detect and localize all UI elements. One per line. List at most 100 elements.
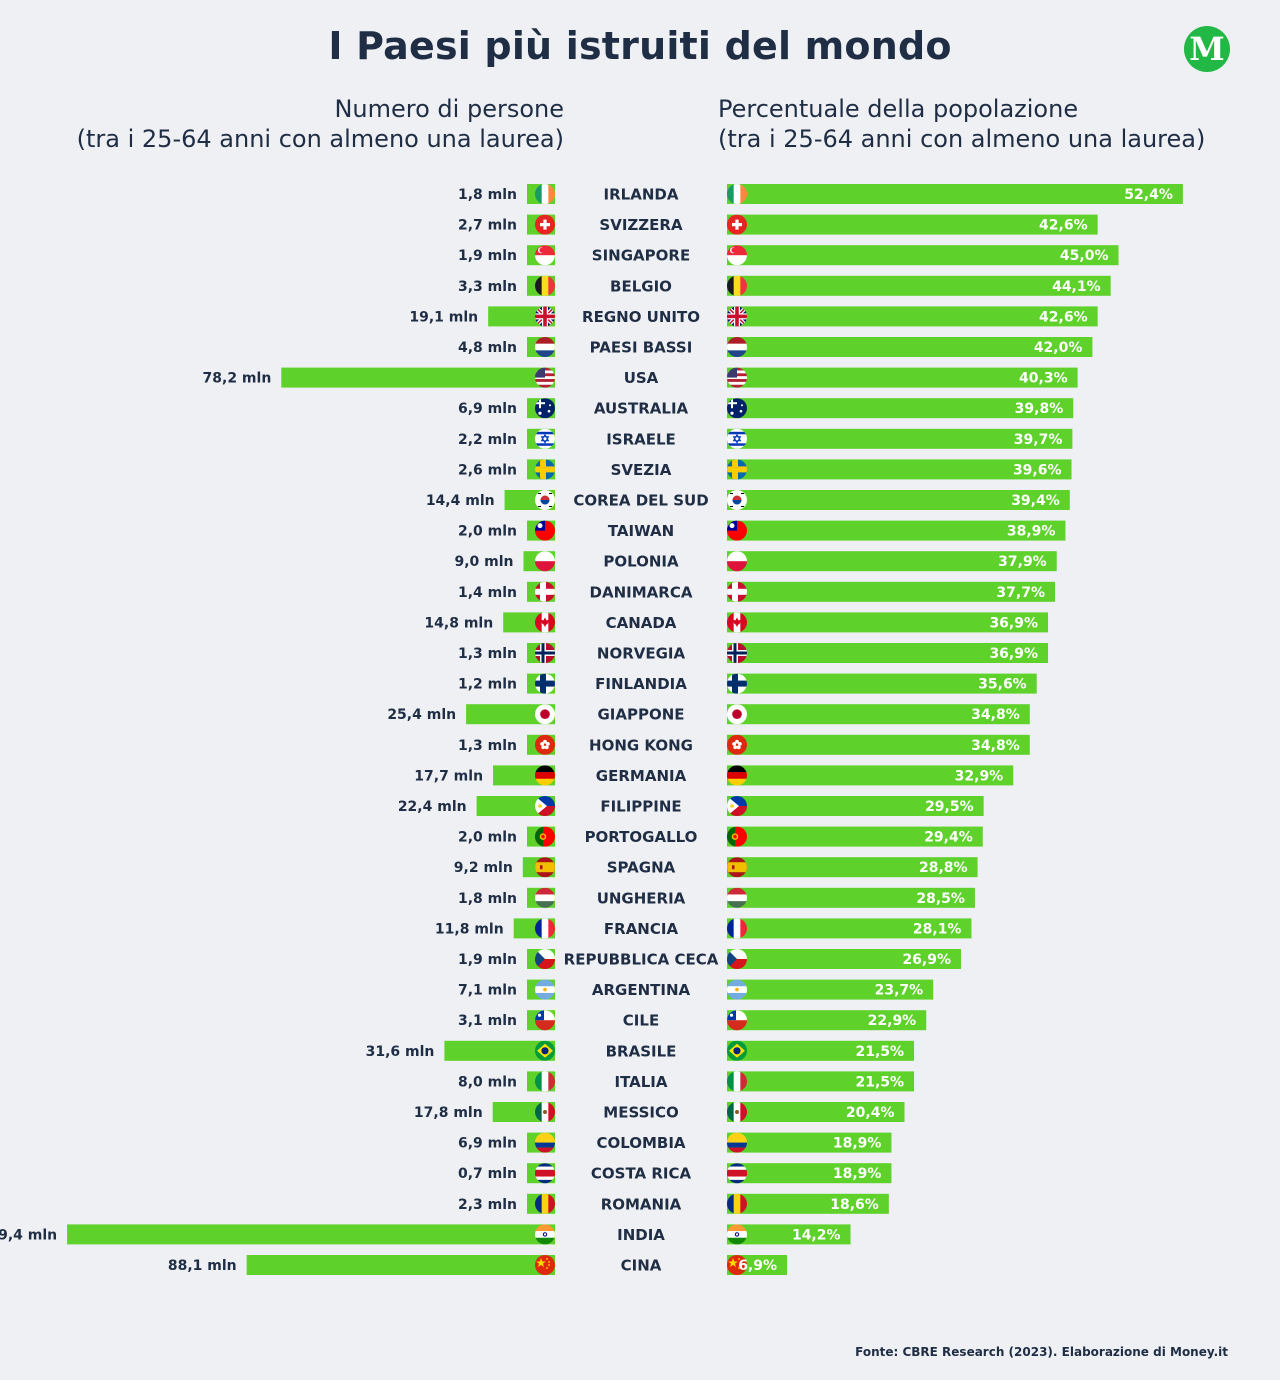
chart-row: 1,8 mln IRLANDA 52,4%	[458, 184, 1183, 204]
left-value-label: 14,4 mln	[426, 493, 495, 509]
ireland-flag-icon	[727, 184, 747, 204]
country-label: ARGENTINA	[592, 981, 691, 999]
philippines-flag-icon	[727, 796, 747, 816]
left-value-label: 3,3 mln	[458, 279, 517, 295]
left-value-label: 22,4 mln	[398, 799, 467, 815]
country-label: TAIWAN	[608, 522, 674, 540]
chart-row: 1,8 mln UNGHERIA 28,5%	[458, 887, 975, 908]
left-value-label: 3,1 mln	[458, 1013, 517, 1029]
right-bar	[727, 551, 1057, 572]
right-bar	[727, 306, 1098, 327]
chart-row: 2,2 mln ISRAELE 39,7%	[458, 428, 1073, 449]
france-flag-icon	[535, 918, 555, 939]
chart-row: 6,9 mln AUSTRALIA 39,8%	[458, 398, 1074, 419]
brazil-flag-icon	[727, 1040, 747, 1061]
right-value-label: 35,6%	[978, 677, 1027, 693]
left-value-label: 2,0 mln	[458, 830, 517, 846]
uk-flag-icon	[727, 306, 747, 327]
chart-row: 1,4 mln DANIMARCA 37,7%	[458, 581, 1055, 602]
china-flag-icon	[535, 1255, 555, 1275]
romania-flag-icon	[535, 1193, 555, 1214]
mexico-flag-icon	[535, 1102, 555, 1122]
czech-republic-flag-icon	[535, 949, 555, 969]
left-value-label: 1,9 mln	[458, 952, 517, 968]
left-bar	[466, 704, 555, 725]
left-subtitle-line-1: Numero di persone	[334, 95, 564, 123]
right-bar	[727, 520, 1066, 541]
country-label: DANIMARCA	[590, 583, 693, 601]
right-value-label: 38,9%	[1007, 524, 1056, 540]
spain-flag-icon	[727, 857, 747, 878]
spain-flag-icon	[535, 857, 555, 878]
country-label: USA	[624, 369, 659, 387]
right-value-label: 14,2%	[792, 1227, 841, 1243]
right-value-label: 28,1%	[913, 921, 962, 937]
right-bar	[727, 796, 984, 816]
left-value-label: 2,3 mln	[458, 1197, 517, 1213]
israel-flag-icon	[727, 428, 747, 449]
switzerland-flag-icon	[535, 214, 555, 235]
south-korea-flag-icon	[727, 490, 747, 510]
right-value-label: 42,6%	[1039, 218, 1088, 234]
chart-row: 19,1 mln REGNO UNITO 42,6%	[409, 306, 1098, 327]
china-flag-icon	[727, 1255, 747, 1275]
country-label: AUSTRALIA	[594, 400, 689, 418]
country-label: HONG KONG	[589, 736, 693, 754]
right-value-label: 29,4%	[924, 830, 973, 846]
right-value-label: 42,0%	[1034, 340, 1083, 356]
left-value-label: 31,6 mln	[366, 1044, 435, 1060]
right-value-label: 18,9%	[833, 1166, 882, 1182]
denmark-flag-icon	[535, 581, 555, 602]
chart-row: 1,2 mln FINLANDIA 35,6%	[458, 673, 1037, 694]
right-bar	[727, 826, 983, 847]
chart-row: 139,4 mln INDIA 14,2%	[0, 1224, 851, 1245]
canada-flag-icon	[535, 612, 555, 633]
chart-row: 0,7 mln COSTA RICA 18,9%	[458, 1163, 892, 1184]
india-flag-icon	[727, 1224, 747, 1245]
country-label: REGNO UNITO	[582, 308, 700, 326]
portugal-flag-icon	[727, 826, 747, 847]
uk-flag-icon	[535, 306, 555, 327]
norway-flag-icon	[727, 643, 747, 663]
country-label: SPAGNA	[607, 859, 676, 877]
left-value-label: 11,8 mln	[435, 921, 504, 937]
south-korea-flag-icon	[535, 490, 555, 510]
right-bar	[727, 337, 1093, 357]
left-subtitle-line-2: (tra i 25-64 anni con almeno una laurea)	[76, 125, 564, 153]
country-label: NORVEGIA	[597, 645, 686, 663]
italy-flag-icon	[535, 1071, 555, 1092]
right-bar	[727, 275, 1111, 296]
left-value-label: 17,8 mln	[414, 1105, 483, 1121]
right-bar	[727, 184, 1183, 204]
argentina-flag-icon	[727, 979, 747, 1000]
france-flag-icon	[727, 918, 747, 939]
right-bar	[727, 459, 1072, 480]
left-value-label: 1,8 mln	[458, 187, 517, 203]
chart-row: 1,9 mln REPUBBLICA CECA 26,9%	[458, 949, 962, 969]
sweden-flag-icon	[535, 459, 555, 480]
left-value-label: 1,8 mln	[458, 891, 517, 907]
page-title: I Paesi più istruiti del mondo	[328, 24, 952, 68]
left-value-label: 6,9 mln	[458, 401, 517, 417]
switzerland-flag-icon	[727, 214, 747, 235]
denmark-flag-icon	[727, 581, 747, 602]
chile-flag-icon	[535, 1010, 555, 1031]
country-label: ITALIA	[614, 1073, 667, 1091]
country-label: FRANCIA	[604, 920, 679, 938]
country-label: ISRAELE	[606, 430, 676, 448]
country-label: UNGHERIA	[597, 889, 686, 907]
chart-row: 17,7 mln GERMANIA 32,9%	[414, 765, 1014, 786]
right-value-label: 45,0%	[1060, 248, 1109, 264]
left-value-label: 25,4 mln	[387, 707, 456, 723]
country-label: POLONIA	[603, 553, 679, 571]
chart-row: 3,3 mln BELGIO 44,1%	[458, 275, 1111, 296]
india-flag-icon	[535, 1224, 555, 1245]
right-bar	[727, 979, 934, 1000]
right-bar	[727, 1224, 851, 1245]
chart-row: 17,8 mln MESSICO 20,4%	[414, 1102, 905, 1122]
country-label: PAESI BASSI	[590, 339, 693, 357]
right-value-label: 23,7%	[875, 983, 924, 999]
singapore-flag-icon	[535, 245, 555, 266]
right-bar	[727, 490, 1070, 510]
